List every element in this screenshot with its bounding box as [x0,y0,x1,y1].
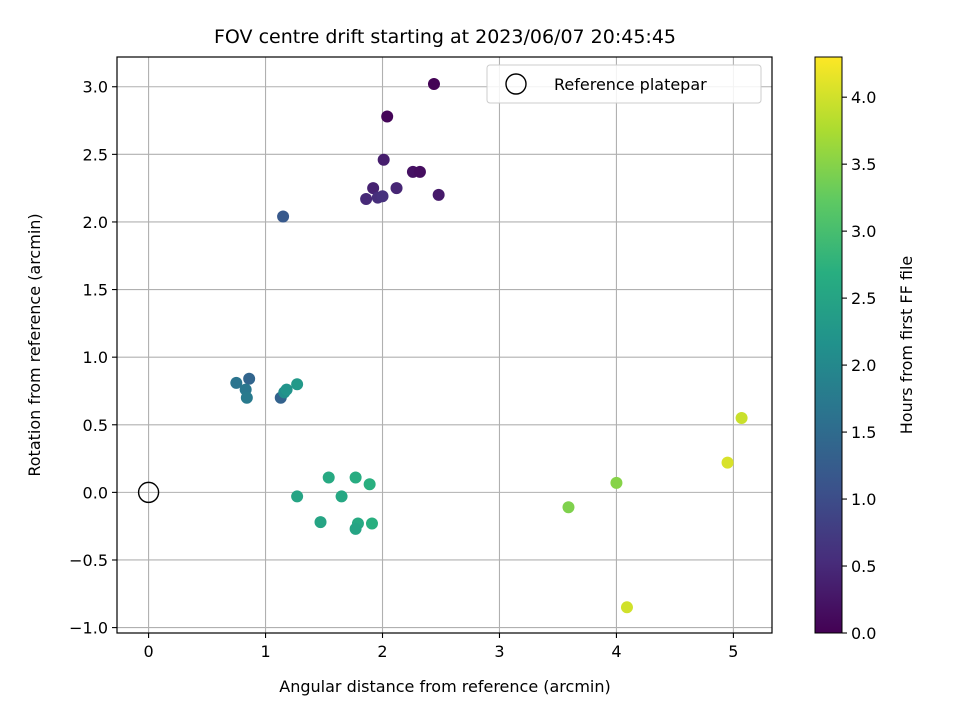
data-point [243,372,256,385]
y-tick-label: 2.0 [83,213,108,232]
y-tick-label: 1.5 [83,281,108,300]
colorbar-tick-label: 1.5 [851,423,876,442]
colorbar: 0.0 0.5 1.0 1.5 2.0 2.5 3.0 3.5 4.0 Hours from f… [814,56,916,643]
colorbar-tick-label: 2.0 [851,356,876,375]
colorbar-tick-label: 0.5 [851,557,876,576]
data-point [381,110,394,123]
data-point [620,601,633,614]
plot-frame [116,56,773,634]
legend-reference-marker [505,73,527,95]
x-tick-label: 3 [494,642,504,661]
x-axis-label: Angular distance from reference (arcmin) [279,677,610,696]
reference-layer [137,481,160,504]
x-tick-label: 1 [260,642,270,661]
data-point [377,153,390,166]
data-point [562,501,575,514]
x-axis: 0 1 2 3 4 5 [143,633,738,661]
y-tick-label: 1.0 [83,348,108,367]
data-point [277,210,290,223]
data-point [360,192,373,205]
data-point [291,378,304,391]
y-tick-label: 0.0 [83,483,108,502]
data-point [335,490,348,503]
y-tick-label: −0.5 [69,551,108,570]
data-point [230,376,243,389]
colorbar-tick-label: 1.0 [851,490,876,509]
x-tick-label: 0 [143,642,153,661]
y-axis-label: Rotation from reference (arcmin) [25,213,44,476]
data-point [280,383,293,396]
data-points [230,78,748,614]
colorbar-gradient [814,56,843,634]
colorbar-tick-label: 3.5 [851,155,876,174]
legend-box [486,64,762,104]
data-point [376,190,389,203]
data-point [427,78,440,91]
colorbar-tick-label: 2.5 [851,289,876,308]
data-point [322,471,335,484]
colorbar-tick-label: 0.0 [851,624,876,643]
data-point [413,165,426,178]
reference-platepar-marker [137,481,160,504]
data-point [390,182,403,195]
colorbar-ticks: 0.0 0.5 1.0 1.5 2.0 2.5 3.0 3.5 4.0 [842,88,876,643]
data-point [349,522,362,535]
data-point [365,517,378,530]
colorbar-label: Hours from first FF file [897,256,916,435]
grid [117,57,772,633]
data-point [291,490,304,503]
colorbar-tick-label: 3.0 [851,222,876,241]
y-tick-label: 3.0 [83,78,108,97]
data-point [367,182,380,195]
legend-entry-reference: Reference platepar [554,75,707,94]
data-point [363,478,376,491]
chart-title: FOV centre drift starting at 2023/06/07 … [214,26,676,48]
legend: Reference platepar [486,64,762,104]
x-tick-label: 4 [611,642,621,661]
y-axis: −1.0 −0.5 0.0 0.5 1.0 1.5 2.0 2.5 3.0 [69,78,117,638]
y-tick-label: 2.5 [83,145,108,164]
y-tick-label: 0.5 [83,416,108,435]
colorbar-tick-label: 4.0 [851,88,876,107]
data-point [349,471,362,484]
x-tick-label: 5 [728,642,738,661]
data-point [314,516,327,529]
data-point [432,188,445,201]
y-tick-label: −1.0 [69,619,108,638]
data-point [240,391,253,404]
data-point [721,456,734,469]
x-tick-label: 2 [377,642,387,661]
data-point [610,476,623,489]
data-point [735,412,748,425]
